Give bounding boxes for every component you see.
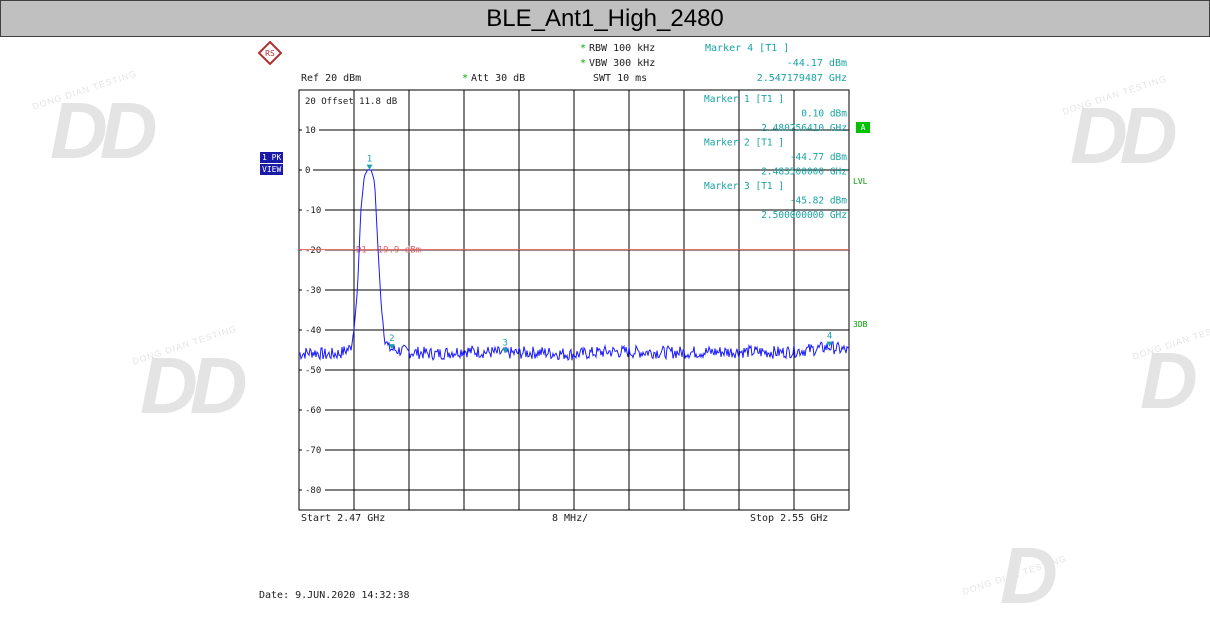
- y-tick-label-bg: [302, 445, 325, 455]
- y-tick-label: -30: [305, 286, 321, 296]
- rbw-label: RBW 100 kHz: [589, 43, 656, 54]
- marker4-title: Marker 4 [T1 ]: [705, 43, 790, 54]
- y-tick-label: -60: [305, 406, 321, 416]
- marker-readout-m1-title: Marker 1 [T1 ]: [704, 94, 784, 105]
- y-tick-label: -40: [305, 326, 321, 336]
- rbw-star: *: [580, 43, 587, 54]
- marker-3-triangle: [502, 348, 509, 354]
- marker-readout-m2-level: -44.77 dBm: [790, 152, 847, 163]
- lvl-label: LVL: [853, 177, 868, 186]
- trace-line: [298, 169, 850, 362]
- vbw-label: VBW 300 kHz: [589, 58, 656, 69]
- date-label: Date: 9.JUN.2020 14:32:38: [259, 590, 410, 601]
- y-tick-label: -70: [305, 446, 321, 456]
- y-tick-label-bg: [302, 125, 319, 135]
- y-tick-label: -80: [305, 486, 321, 496]
- watermark-glyph: D: [1000, 531, 1058, 620]
- attenuation-label: Att 30 dB: [471, 73, 526, 84]
- marker4-freq: 2.547179487 GHz: [756, 73, 847, 84]
- marker-readout-m3-title: Marker 3 [T1 ]: [704, 181, 784, 192]
- marker-4-label: 4: [827, 332, 832, 342]
- watermark-glyph: DD: [140, 341, 248, 430]
- marker4-level: -44.17 dBm: [786, 58, 847, 69]
- y-tick-label-bg: [302, 485, 325, 495]
- y-tick-label-bg: [302, 165, 313, 175]
- watermark-glyph: DD: [1070, 91, 1178, 180]
- y-tick-label: 10: [305, 126, 316, 136]
- marker-2-triangle: [388, 344, 395, 350]
- marker-readout-m1-freq: 2.480256410 GHz: [761, 123, 847, 134]
- y-tick-label: 0: [305, 166, 310, 176]
- 3db-label: 3DB: [853, 320, 868, 329]
- att-star: *: [462, 73, 469, 84]
- marker-readout-m2-title: Marker 2 [T1 ]: [704, 138, 784, 149]
- y-tick-label: -10: [305, 206, 321, 216]
- svg-text:RS: RS: [265, 49, 275, 58]
- y-tick-label: -50: [305, 366, 321, 376]
- marker-readout-m2-freq: 2.483500000 GHz: [761, 167, 847, 178]
- marker-3-label: 3: [503, 338, 508, 348]
- rohde-schwarz-logo-icon: RS: [258, 41, 282, 65]
- spectrum-chart: 20 Offset 11.8 dB 10 0 -10 -20 -30 -40 -50 -60 -7…: [298, 89, 850, 511]
- window-title: BLE_Ant1_High_2480: [0, 0, 1210, 37]
- sweep-time-label: SWT 10 ms: [593, 73, 648, 84]
- ref-level-label: Ref 20 dBm: [301, 73, 362, 84]
- y-tick-label-bg: [302, 405, 325, 415]
- view-badge: VIEW: [260, 164, 284, 175]
- marker-4-triangle: [826, 341, 833, 347]
- y-tick-label-bg: [302, 205, 325, 215]
- y-tick-label: -20: [305, 246, 321, 256]
- marker-readout-m3-freq: 2.500000000 GHz: [761, 210, 847, 221]
- limit-line-label: D1 -19.9 dBm: [356, 246, 421, 256]
- trace-mode-badge: 1 PK: [260, 152, 284, 163]
- y-tick-label-bg: [302, 365, 325, 375]
- watermark-glyph: DD: [50, 86, 158, 175]
- marker-readout-m3-level: -45.82 dBm: [790, 196, 847, 207]
- watermark-glyph: D: [1140, 336, 1198, 425]
- marker-2-label: 2: [389, 334, 394, 344]
- marker-readout-m1-level: 0.10 dBm: [801, 109, 847, 120]
- y-tick-label-bg: [302, 285, 325, 295]
- marker-1-label: 1: [367, 155, 372, 165]
- y-tick-label: 20 Offset 11.8 dB: [305, 97, 397, 107]
- vbw-star: *: [580, 58, 587, 69]
- marker-1-triangle: [366, 164, 373, 170]
- stop-frequency-label: Stop 2.55 GHz: [750, 513, 829, 524]
- y-tick-label-bg: [302, 325, 325, 335]
- span-per-div-label: 8 MHz/: [552, 513, 589, 524]
- start-frequency-label: Start 2.47 GHz: [301, 513, 386, 524]
- trace-a-badge: A: [856, 122, 870, 133]
